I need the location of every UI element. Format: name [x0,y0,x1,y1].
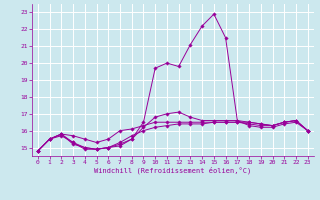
X-axis label: Windchill (Refroidissement éolien,°C): Windchill (Refroidissement éolien,°C) [94,167,252,174]
